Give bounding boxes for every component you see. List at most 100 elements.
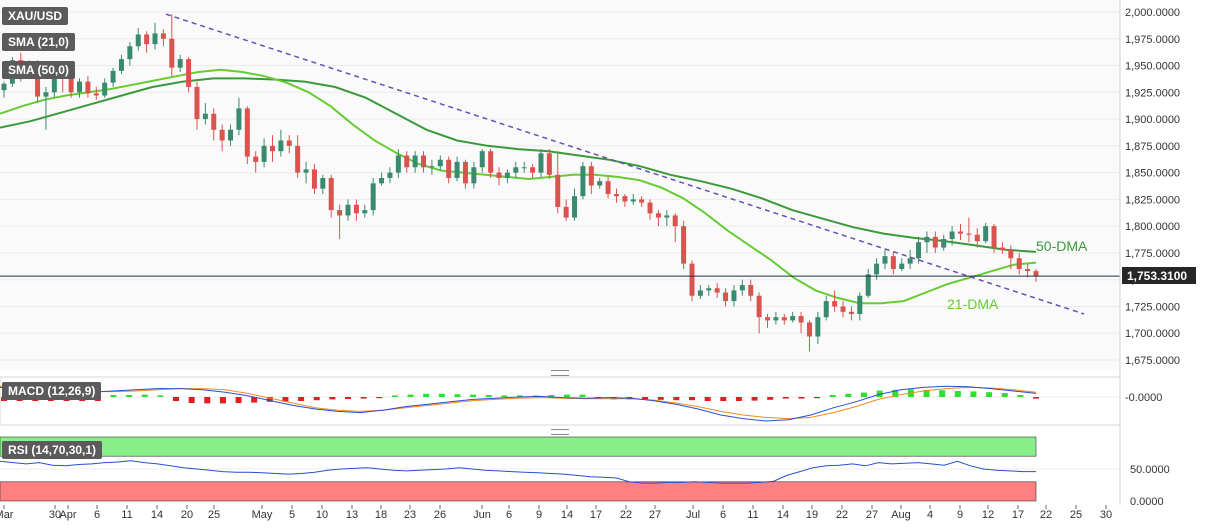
x-tick-label: 6: [506, 509, 512, 521]
sma50-legend[interactable]: SMA (50,0): [2, 61, 75, 79]
macd-histogram-bar: [391, 395, 398, 397]
candle-body: [93, 93, 99, 96]
candle-body: [723, 292, 729, 302]
x-tick-label: 11: [121, 509, 132, 521]
candle-body: [513, 167, 519, 173]
candle-body: [144, 34, 150, 45]
macd-histogram-bar: [579, 394, 586, 397]
candle-body: [186, 59, 192, 87]
candle-body: [362, 210, 368, 214]
candle-body: [488, 151, 494, 173]
rsi-legend[interactable]: RSI (14,70,30,1): [2, 441, 103, 459]
macd-histogram-bar: [735, 397, 742, 401]
candle-body: [572, 196, 578, 218]
candle-body: [823, 301, 829, 318]
candle-body: [169, 38, 175, 68]
candle-body: [454, 161, 460, 178]
x-tick-label: 9: [536, 509, 542, 521]
candle-body: [51, 74, 57, 93]
candle-body: [874, 263, 880, 275]
candle-body: [546, 153, 552, 175]
candle-body: [840, 306, 846, 312]
x-tick-label: 23: [404, 509, 416, 521]
candle-body: [555, 174, 561, 207]
macd-rsi-resize-handle[interactable]: [551, 429, 569, 435]
x-tick-label: 17: [590, 509, 602, 521]
macd-histogram-bar: [376, 397, 383, 399]
last-price-value: 1,753.3100: [1127, 269, 1187, 283]
macd-histogram-bar: [329, 397, 336, 400]
macd-legend[interactable]: MACD (12,26,9): [2, 382, 102, 400]
macd-histogram-bar: [141, 394, 148, 397]
candle-body: [228, 129, 234, 141]
candle-body: [77, 81, 83, 93]
macd-histogram-bar: [423, 393, 430, 397]
candle-body: [1033, 271, 1039, 277]
macd-histogram-bar: [1001, 393, 1008, 397]
x-tick-label: 14: [151, 509, 163, 521]
candle-body: [471, 167, 477, 184]
x-tick-label: 5: [289, 509, 295, 521]
x-tick-label: 12: [982, 509, 994, 521]
x-tick-label: 14: [561, 509, 573, 521]
candle-body: [857, 295, 863, 314]
rsi-tick-label: 50.0000: [1130, 464, 1170, 476]
candle-body: [337, 210, 343, 216]
price-tick-label: 1,775.0000: [1125, 248, 1180, 260]
candle-body: [739, 285, 745, 291]
x-tick-label: 4: [927, 509, 933, 521]
x-tick-label: Jun: [473, 509, 491, 521]
candle-body: [504, 172, 510, 178]
x-tick-label: 10: [316, 509, 328, 521]
price-macd-resize-handle[interactable]: [551, 370, 569, 376]
candle-body: [655, 213, 661, 218]
macd-histogram-bar: [548, 395, 555, 397]
candle-body: [345, 204, 351, 216]
candle-body: [588, 166, 594, 186]
price-tick-label: 1,700.0000: [1125, 328, 1180, 340]
macd-histogram-bar: [970, 391, 977, 397]
macd-histogram-bar: [126, 395, 133, 397]
macd-histogram-bar: [876, 390, 883, 397]
macd-histogram-bar: [345, 397, 351, 399]
candle-body: [286, 140, 292, 146]
candle-body: [521, 167, 527, 169]
x-tick-label: 22: [620, 509, 632, 521]
macd-histogram-bar: [266, 397, 273, 402]
x-tick-label: 30: [49, 509, 61, 521]
macd-histogram-bar: [1033, 397, 1039, 399]
candle-body: [949, 231, 955, 240]
candle-body: [907, 258, 913, 264]
macd-histogram-bar: [986, 392, 993, 397]
x-tick-label: 27: [866, 509, 878, 521]
macd-histogram-bar: [673, 397, 680, 401]
macd-histogram-bar: [157, 395, 164, 397]
candle-body: [664, 215, 670, 218]
candle-body: [395, 155, 401, 173]
candle-body: [605, 181, 611, 195]
macd-histogram-bar: [110, 395, 117, 397]
candle-body: [563, 206, 569, 218]
candle-body: [630, 199, 636, 202]
x-tick-label: 18: [375, 509, 387, 521]
price-tick-label: 1,675.0000: [1125, 355, 1180, 367]
candle-body: [446, 159, 452, 178]
macd-histogram-bar: [360, 397, 367, 399]
sma21-legend[interactable]: SMA (21,0): [2, 33, 75, 51]
candle-body: [311, 169, 317, 189]
candle-body: [160, 33, 166, 39]
price-annotations: 50-DMA 21-DMA 1,753.3100: [947, 238, 1196, 312]
macd-histogram-bar: [298, 397, 305, 401]
candle-body: [580, 166, 586, 197]
macd-histogram-bar: [689, 397, 695, 401]
sma21-line: [0, 68, 1037, 305]
macd-histogram-bar: [470, 394, 477, 397]
price-tick-label: 2,000.0000: [1125, 7, 1180, 19]
macd-histogram-bar: [923, 389, 930, 397]
x-tick-label: 20: [181, 509, 193, 521]
x-tick-label: 22: [1040, 509, 1052, 521]
candle-body: [773, 317, 779, 321]
macd-histogram-bar: [188, 397, 195, 403]
price-tick-label: 1,900.0000: [1125, 114, 1180, 126]
candle-body: [941, 239, 947, 248]
